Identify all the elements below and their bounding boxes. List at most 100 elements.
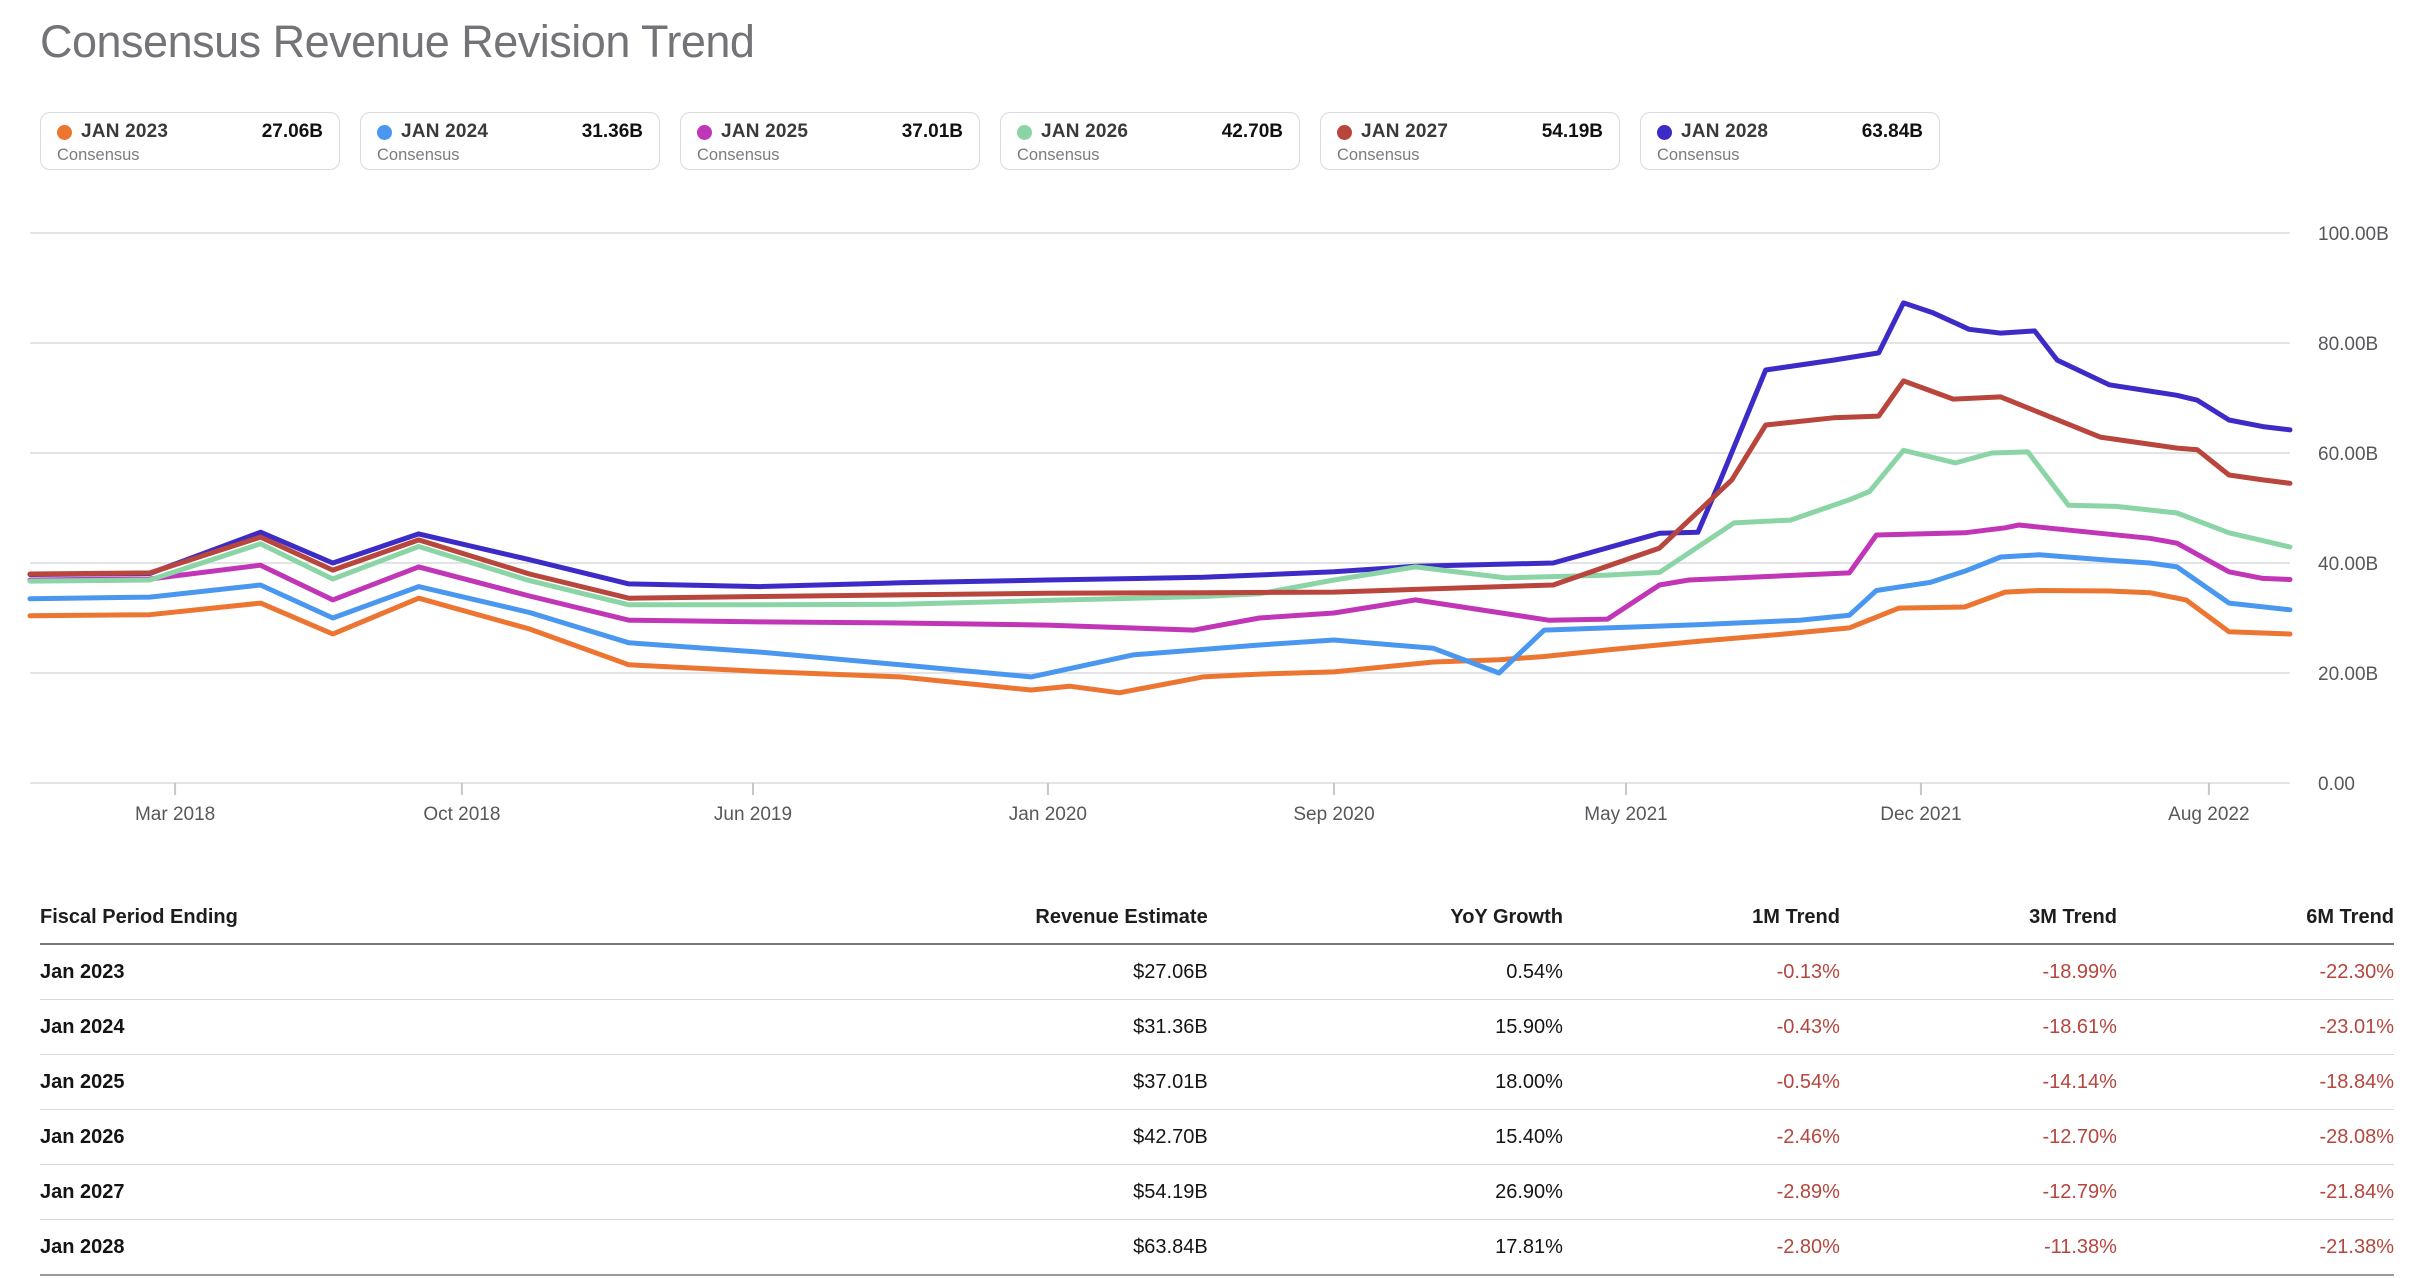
x-axis-label: Sep 2020 (1293, 804, 1374, 825)
value-cell: -11.38% (1839, 1219, 2117, 1276)
legend-period-label: JAN 2028 (1681, 121, 1769, 142)
legend-period-label: JAN 2024 (401, 121, 489, 142)
value-cell: $63.84B (664, 1219, 1208, 1276)
estimates-table-body: Jan 2023 $27.06B 0.54% -0.13% -18.99% -22.30%… (40, 944, 2394, 1276)
value-cell: 26.90% (1207, 1164, 1563, 1220)
value-cell: -18.99% (1839, 944, 2117, 1000)
fiscal-period-cell: Jan 2023 (40, 944, 665, 1000)
column-header-fiscal-period-ending: Fiscal Period Ending (40, 896, 665, 945)
legend-period-label: JAN 2026 (1041, 121, 1129, 142)
x-axis-label: Dec 2021 (1880, 804, 1961, 825)
y-axis-label: 60.00B (2318, 444, 2378, 465)
y-axis-label: 0.00 (2318, 774, 2355, 795)
value-cell: -28.08% (2116, 1109, 2394, 1165)
legend-value: 63.84B (1861, 121, 1923, 142)
table-row-jan-2026: Jan 2026 $42.70B 15.40% -2.46% -12.70% -28.08… (40, 1109, 2394, 1165)
legend-value: 37.01B (901, 121, 963, 142)
value-cell: -14.14% (1839, 1054, 2117, 1110)
legend-sublabel: Consensus (1657, 146, 1740, 164)
value-cell: -12.70% (1839, 1109, 2117, 1165)
series-color-dot-icon (697, 124, 712, 140)
x-axis-label: Mar 2018 (135, 804, 215, 825)
legend-sublabel: Consensus (57, 146, 140, 164)
legend-period-label: JAN 2025 (721, 121, 809, 142)
x-axis-label: May 2021 (1584, 804, 1667, 825)
series-color-dot-icon (1017, 124, 1032, 140)
legend-sublabel: Consensus (1337, 146, 1420, 164)
value-cell: $37.01B (664, 1054, 1208, 1110)
y-axis-label: 100.00B (2318, 224, 2389, 245)
value-cell: -21.38% (2116, 1219, 2394, 1276)
series-line-jan-2024-consensus[interactable] (27, 552, 2293, 680)
series-line-jan-2025-consensus[interactable] (27, 522, 2293, 633)
x-axis-label: Jun 2019 (714, 804, 792, 825)
estimates-table-header: Fiscal Period Ending Revenue Estimate YoY … (40, 896, 2394, 945)
value-cell: 17.81% (1207, 1219, 1563, 1276)
value-cell: -2.89% (1562, 1164, 1840, 1220)
legend-card-jan-2028[interactable]: JAN 2028 63.84B Consensus (1640, 112, 1940, 170)
value-cell: $31.36B (664, 999, 1208, 1055)
series-line-jan-2027-consensus[interactable] (27, 378, 2293, 601)
x-axis-label: Oct 2018 (423, 804, 500, 825)
series-color-dot-icon (57, 124, 72, 140)
x-axis-label: Jan 2020 (1009, 804, 1087, 825)
value-cell: -0.13% (1562, 944, 1840, 1000)
series-line-jan-2026-consensus[interactable] (27, 447, 2293, 608)
legend-card-jan-2027[interactable]: JAN 2027 54.19B Consensus (1320, 112, 1620, 170)
series-line-jan-2028-consensus[interactable] (27, 300, 2293, 590)
column-header-revenue-estimate: Revenue Estimate (664, 896, 1208, 945)
table-row-jan-2028: Jan 2028 $63.84B 17.81% -2.80% -11.38% -21.38… (40, 1219, 2394, 1276)
y-axis-label: 40.00B (2318, 554, 2378, 575)
series-color-dot-icon (1337, 124, 1352, 140)
fiscal-period-cell: Jan 2027 (40, 1164, 665, 1220)
value-cell: -12.79% (1839, 1164, 2117, 1220)
value-cell: $27.06B (664, 944, 1208, 1000)
column-header-6m-trend: 6M Trend (2116, 896, 2394, 945)
series-color-dot-icon (1657, 124, 1672, 140)
value-cell: -22.30% (2116, 944, 2394, 1000)
value-cell: -18.61% (1839, 999, 2117, 1055)
table-row-jan-2024: Jan 2024 $31.36B 15.90% -0.43% -18.61% -23.01… (40, 999, 2394, 1055)
legend-value: 54.19B (1541, 121, 1603, 142)
value-cell: 15.40% (1207, 1109, 1563, 1165)
value-cell: -2.46% (1562, 1109, 1840, 1165)
legend-period-label: JAN 2027 (1361, 121, 1449, 142)
value-cell: 0.54% (1207, 944, 1563, 1000)
value-cell: -0.43% (1562, 999, 1840, 1055)
table-row-jan-2027: Jan 2027 $54.19B 26.90% -2.89% -12.79% -21.84… (40, 1164, 2394, 1220)
legend-card-jan-2026[interactable]: JAN 2026 42.70B Consensus (1000, 112, 1300, 170)
legend-card-jan-2024[interactable]: JAN 2024 31.36B Consensus (360, 112, 660, 170)
legend-value: 27.06B (261, 121, 323, 142)
value-cell: $54.19B (664, 1164, 1208, 1220)
estimates-table: Fiscal Period Ending Revenue Estimate YoY … (40, 896, 2394, 1276)
table-row-jan-2025: Jan 2025 $37.01B 18.00% -0.54% -14.14% -18.84… (40, 1054, 2394, 1110)
y-axis-label: 80.00B (2318, 334, 2378, 355)
fiscal-period-cell: Jan 2026 (40, 1109, 665, 1165)
page-title: Consensus Revenue Revision Trend (40, 16, 755, 67)
table-row-jan-2023: Jan 2023 $27.06B 0.54% -0.13% -18.99% -22.30% (40, 944, 2394, 1000)
legend-card-jan-2023[interactable]: JAN 2023 27.06B Consensus (40, 112, 340, 170)
legend-period-label: JAN 2023 (81, 121, 169, 142)
series-color-dot-icon (377, 124, 392, 140)
fiscal-period-cell: Jan 2025 (40, 1054, 665, 1110)
legend-value: 31.36B (581, 121, 643, 142)
legend-value: 42.70B (1221, 121, 1283, 142)
legend-sublabel: Consensus (1017, 146, 1100, 164)
value-cell: $42.70B (664, 1109, 1208, 1165)
value-cell: -23.01% (2116, 999, 2394, 1055)
legend-card-jan-2025[interactable]: JAN 2025 37.01B Consensus (680, 112, 980, 170)
legend-sublabel: Consensus (377, 146, 460, 164)
y-axis-label: 20.00B (2318, 664, 2378, 685)
value-cell: -21.84% (2116, 1164, 2394, 1220)
value-cell: -2.80% (1562, 1219, 1840, 1276)
legend-sublabel: Consensus (697, 146, 780, 164)
value-cell: 18.00% (1207, 1054, 1563, 1110)
fiscal-period-cell: Jan 2028 (40, 1219, 665, 1276)
value-cell: -0.54% (1562, 1054, 1840, 1110)
column-header-3m-trend: 3M Trend (1839, 896, 2117, 945)
column-header-yoy-growth: YoY Growth (1207, 896, 1563, 945)
column-header-1m-trend: 1M Trend (1562, 896, 1840, 945)
fiscal-period-cell: Jan 2024 (40, 999, 665, 1055)
revision-trend-chart[interactable]: 100.00B 80.00B 60.00B 40.00B 20.00B 0.00 Mar 2… (0, 0, 2434, 860)
